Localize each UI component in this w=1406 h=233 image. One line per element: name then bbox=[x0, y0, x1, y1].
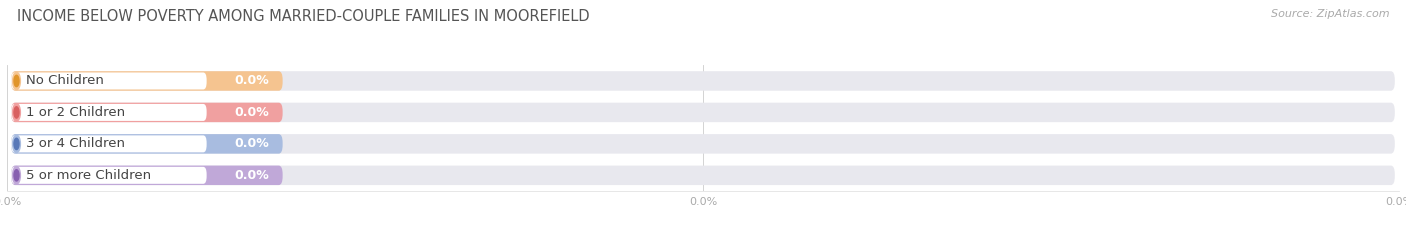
FancyBboxPatch shape bbox=[11, 72, 207, 89]
Circle shape bbox=[13, 135, 21, 153]
FancyBboxPatch shape bbox=[11, 135, 207, 152]
FancyBboxPatch shape bbox=[11, 71, 1395, 91]
FancyBboxPatch shape bbox=[11, 103, 283, 122]
Circle shape bbox=[14, 170, 20, 181]
FancyBboxPatch shape bbox=[11, 134, 283, 154]
Text: 5 or more Children: 5 or more Children bbox=[25, 169, 150, 182]
Text: INCOME BELOW POVERTY AMONG MARRIED-COUPLE FAMILIES IN MOOREFIELD: INCOME BELOW POVERTY AMONG MARRIED-COUPL… bbox=[17, 9, 589, 24]
Text: 1 or 2 Children: 1 or 2 Children bbox=[25, 106, 125, 119]
Circle shape bbox=[13, 167, 21, 184]
Text: 3 or 4 Children: 3 or 4 Children bbox=[25, 137, 125, 150]
Text: Source: ZipAtlas.com: Source: ZipAtlas.com bbox=[1271, 9, 1389, 19]
FancyBboxPatch shape bbox=[11, 166, 283, 185]
Circle shape bbox=[14, 107, 20, 118]
Text: 0.0%: 0.0% bbox=[233, 137, 269, 150]
Circle shape bbox=[14, 75, 20, 87]
Circle shape bbox=[14, 138, 20, 150]
FancyBboxPatch shape bbox=[11, 167, 207, 184]
FancyBboxPatch shape bbox=[11, 166, 1395, 185]
Text: No Children: No Children bbox=[25, 75, 104, 87]
FancyBboxPatch shape bbox=[11, 104, 207, 121]
Text: 0.0%: 0.0% bbox=[233, 75, 269, 87]
Circle shape bbox=[13, 72, 21, 90]
FancyBboxPatch shape bbox=[11, 103, 1395, 122]
Text: 0.0%: 0.0% bbox=[233, 169, 269, 182]
FancyBboxPatch shape bbox=[11, 71, 283, 91]
Circle shape bbox=[13, 104, 21, 121]
Text: 0.0%: 0.0% bbox=[233, 106, 269, 119]
FancyBboxPatch shape bbox=[11, 134, 1395, 154]
